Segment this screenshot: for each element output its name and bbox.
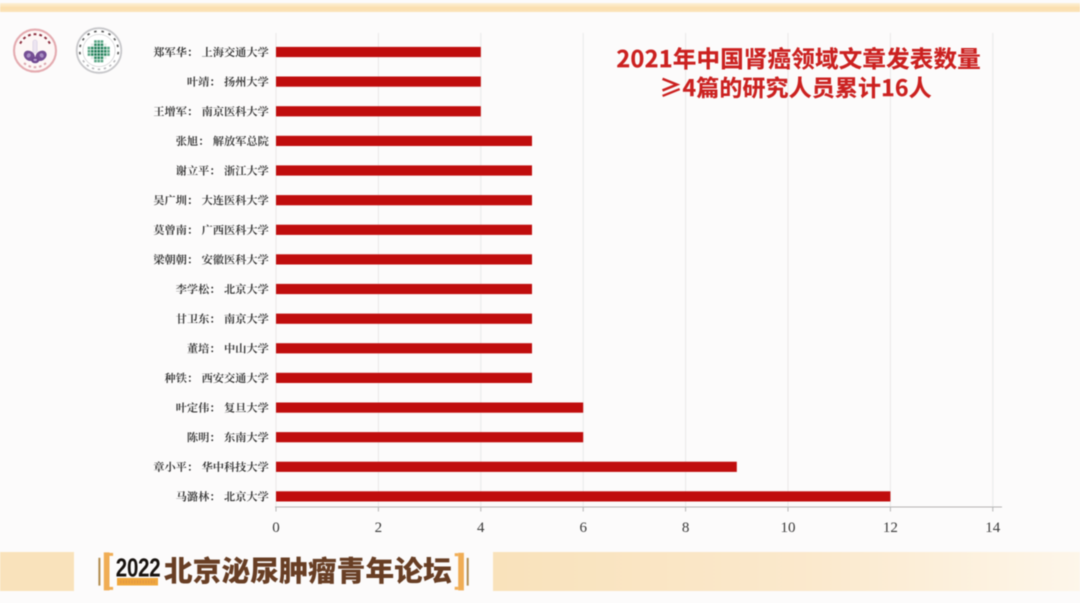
svg-text:12: 12 bbox=[883, 520, 898, 536]
svg-text:6: 6 bbox=[579, 520, 587, 536]
svg-text:10: 10 bbox=[781, 520, 796, 536]
svg-text:8: 8 bbox=[682, 520, 690, 536]
svg-text:14: 14 bbox=[985, 520, 1001, 536]
svg-text:2: 2 bbox=[375, 520, 383, 536]
svg-text:4: 4 bbox=[477, 520, 485, 536]
svg-text:2022: 2022 bbox=[116, 553, 161, 582]
svg-text:0: 0 bbox=[272, 520, 280, 536]
